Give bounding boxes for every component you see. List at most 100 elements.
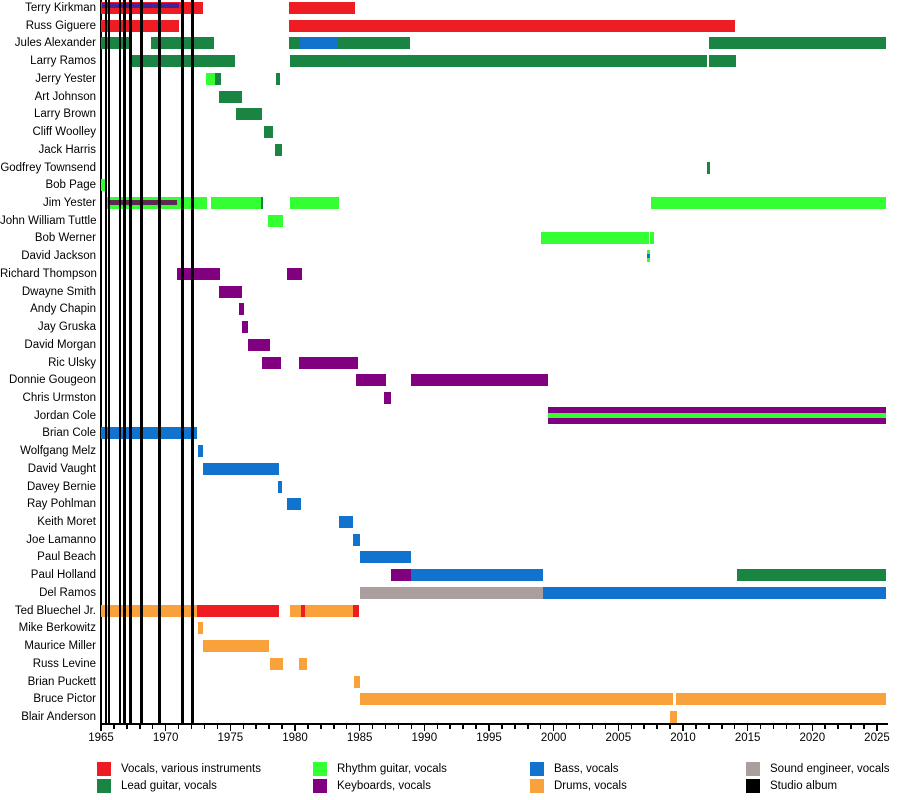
member-label: Maurice Miller	[24, 640, 96, 653]
axis-tick	[216, 725, 219, 729]
timeline-bar-lead	[274, 143, 283, 156]
axis-tick	[113, 725, 115, 729]
axis-tick-label: 2025	[864, 732, 890, 744]
timeline-bar-keys	[355, 374, 386, 387]
timeline-bar-vocals	[288, 2, 356, 14]
legend-label: Rhythm guitar, vocals	[337, 763, 447, 775]
axis-tick-label: 1995	[476, 732, 502, 744]
timeline-bar-rhythm	[206, 72, 216, 85]
timeline-bar-bass	[287, 498, 302, 511]
timeline-bar-lead	[263, 126, 273, 139]
axis-tick	[358, 725, 361, 731]
axis-tick	[850, 725, 852, 729]
axis-tick	[695, 725, 697, 729]
timeline-bar-bass	[338, 516, 354, 529]
member-label: Blair Anderson	[21, 711, 96, 723]
timeline-bar-bass	[543, 586, 886, 599]
studio-album-line	[181, 0, 184, 723]
axis-tick	[656, 725, 658, 729]
axis-tick-label: 2015	[734, 732, 761, 744]
timeline-bar-rhythm	[651, 196, 886, 209]
axis-tick	[785, 725, 788, 729]
studio-album-line	[104, 0, 108, 723]
timeline-bar-bass	[277, 480, 283, 493]
axis-tick	[488, 725, 490, 731]
axis-tick	[721, 725, 723, 729]
axis-tick-label: 1990	[411, 732, 438, 744]
studio-album-line	[118, 0, 122, 723]
axis-tick	[824, 725, 826, 729]
axis-tick	[669, 725, 671, 729]
member-label: John William Tuttle	[0, 214, 97, 227]
axis-tick	[565, 725, 568, 729]
timeline-bar-rhythm	[541, 232, 649, 245]
legend-swatch-bass	[530, 762, 544, 776]
member-label: Brian Puckett	[27, 675, 96, 688]
studio-album-line	[129, 0, 132, 723]
timeline-bar-lead	[289, 55, 707, 68]
axis-tick	[190, 725, 193, 729]
member-label: Godfrey Townsend	[0, 161, 96, 174]
member-label: Jules Alexander	[14, 37, 96, 50]
timeline-bar-drums	[670, 711, 677, 723]
axis-tick	[539, 725, 542, 729]
timeline-bar-keys	[248, 338, 271, 351]
axis-tick	[708, 725, 710, 729]
axis-tick	[397, 725, 400, 729]
member-label: Jim Yester	[42, 196, 96, 209]
member-label: Bruce Pictor	[33, 693, 96, 706]
legend-swatch-keys	[313, 779, 327, 793]
axis-tick	[604, 725, 607, 729]
timeline-bar-keys	[390, 569, 412, 582]
axis-tick-label: 2005	[605, 732, 632, 744]
axis-tick	[449, 725, 451, 729]
axis-tick	[643, 725, 645, 729]
axis-tick	[837, 725, 839, 729]
axis-tick	[462, 725, 464, 729]
timeline-bar-vocals	[196, 604, 280, 617]
timeline-bar-keys	[177, 267, 220, 280]
studio-album-line	[191, 0, 194, 723]
member-label: Andy Chapin	[30, 303, 96, 316]
axis-tick	[811, 725, 814, 731]
axis-tick	[798, 725, 801, 729]
member-label: Russ Giguere	[25, 19, 96, 32]
timeline-bar-keys	[241, 321, 249, 334]
timeline-bar-drums	[298, 657, 307, 670]
member-label: Dwayne Smith	[21, 285, 96, 298]
timeline-bar-lead	[708, 37, 886, 50]
legend-swatch-sound	[746, 762, 760, 776]
legend-label: Drums, vocals	[554, 780, 627, 792]
timeline-bar-bass	[203, 462, 280, 475]
axis-tick	[333, 725, 335, 729]
member-label: Bob Werner	[34, 232, 96, 245]
timeline-bar-drums	[359, 693, 673, 706]
timeline-bar-keys	[383, 391, 391, 404]
axis-tick-label: 2020	[799, 732, 826, 744]
axis-tick	[746, 725, 749, 731]
role-overlay-stripe	[647, 254, 650, 259]
timeline-bar-sound	[359, 586, 544, 599]
member-label: Art Johnson	[34, 90, 96, 103]
legend-label: Lead guitar, vocals	[121, 780, 217, 792]
timeline-bar-vocals	[352, 604, 359, 617]
legend-label: Bass, vocals	[554, 763, 619, 775]
legend-label: Vocals, various instruments	[121, 763, 261, 775]
timeline-bar-lead	[235, 108, 262, 121]
timeline-bar-keys	[238, 303, 244, 316]
axis-tick	[410, 725, 413, 729]
axis-tick	[268, 725, 270, 729]
timeline-bar-drums	[203, 640, 270, 653]
member-label: Del Ramos	[39, 586, 96, 599]
axis-tick-label: 1985	[346, 732, 373, 744]
timeline-bar-bass	[353, 533, 360, 546]
axis-tick-label: 2010	[670, 732, 696, 744]
timeline-bar-keys	[298, 356, 359, 369]
axis-tick-label: 1975	[217, 732, 244, 744]
studio-album-line	[123, 0, 126, 723]
member-label: Jerry Yester	[35, 72, 96, 85]
timeline-bar-lead	[338, 37, 411, 50]
axis-tick	[307, 725, 309, 729]
axis-tick	[384, 725, 387, 729]
